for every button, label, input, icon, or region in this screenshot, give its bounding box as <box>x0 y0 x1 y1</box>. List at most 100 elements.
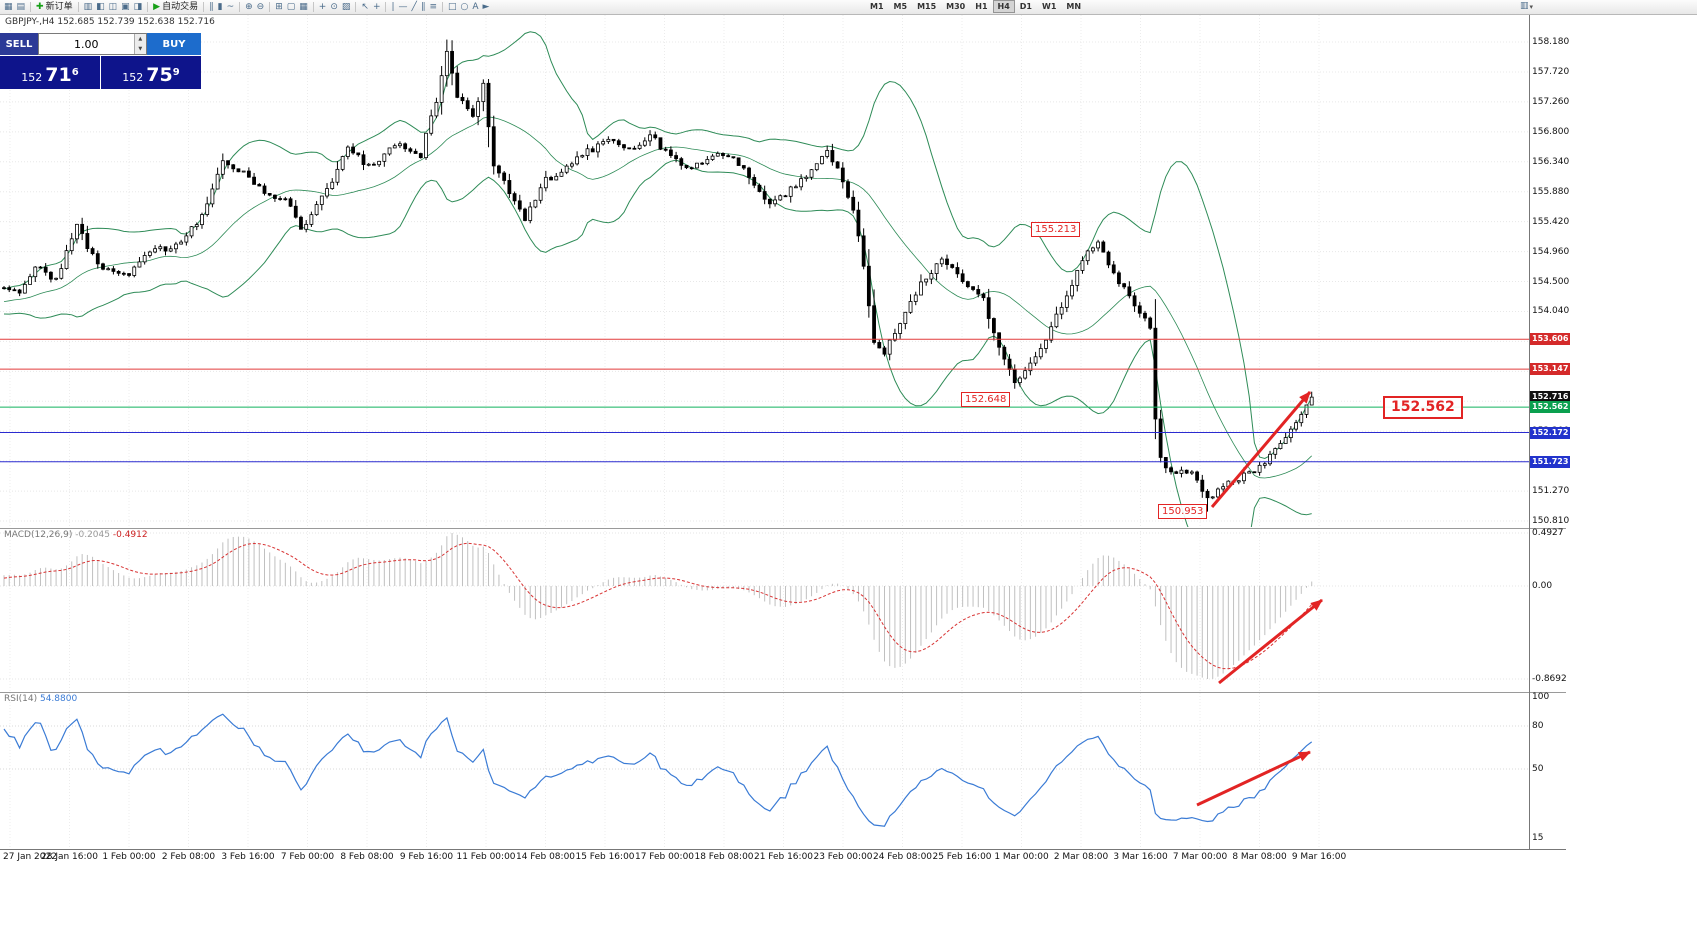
text-label-icon: A <box>472 1 479 12</box>
periods-icon[interactable]: ⊙ <box>328 1 340 14</box>
ask-price-display[interactable]: 152 75 9 <box>101 56 201 89</box>
chart-ohlc-header: GBPJPY-,H4 152.685 152.739 152.638 152.7… <box>5 17 215 27</box>
horizontal-line-icon[interactable]: — <box>397 1 410 14</box>
channel-icon[interactable]: ∥ <box>419 1 428 14</box>
timeframe-h1-button[interactable]: H1 <box>975 2 988 11</box>
new-order-button-label: 新订单 <box>45 1 73 12</box>
fibonacci-icon: ≡ <box>429 1 437 12</box>
new-chart-icon: ▦ <box>4 1 13 12</box>
dropdown-caret-icon: ▾ <box>1529 2 1534 11</box>
trend-arrow <box>1210 391 1312 508</box>
timeframe-m1-button[interactable]: M1 <box>870 2 884 11</box>
ellipse-icon: ○ <box>460 1 469 12</box>
periods-icon: ⊙ <box>330 1 338 12</box>
toolbar-separator <box>269 2 271 12</box>
lot-size-input[interactable] <box>39 34 134 54</box>
macd-main-value: -0.2045 <box>75 530 110 540</box>
strategy-tester-icon[interactable]: ◨ <box>132 1 145 14</box>
vertical-line-icon: | <box>391 1 395 12</box>
bid-prefix: 152 <box>21 71 43 84</box>
ask-main: 75 <box>146 64 173 86</box>
cursor-icon: ↖ <box>361 1 369 12</box>
shapes-icon: □ <box>448 1 457 12</box>
cascade-windows-icon: ▢ <box>286 1 296 12</box>
toolbar-separator <box>385 2 387 12</box>
templates-icon: ▨ <box>341 1 351 12</box>
candle-chart-type-icon[interactable]: ▮ <box>216 1 225 14</box>
toolbar-separator <box>30 2 32 12</box>
ellipse-icon[interactable]: ○ <box>459 1 471 14</box>
fibonacci-icon[interactable]: ≡ <box>427 1 439 14</box>
chart-shift-icon: ▥ <box>1520 1 1529 11</box>
sell-button[interactable]: SELL <box>0 33 38 55</box>
templates-icon[interactable]: ▨ <box>340 1 353 14</box>
autotrading-icon: ▶ <box>153 1 161 12</box>
new-chart-icon[interactable]: ▦ <box>2 1 15 14</box>
zoom-out-icon[interactable]: ⊖ <box>255 1 267 14</box>
timeframe-m15-button[interactable]: M15 <box>917 2 937 11</box>
trendline-icon[interactable]: ╱ <box>410 1 419 14</box>
timeframe-m5-button[interactable]: M5 <box>893 2 908 11</box>
chart-shift-button[interactable]: ▥ ▾ <box>1520 0 1533 13</box>
strategy-tester-icon: ◨ <box>133 1 143 12</box>
lot-size-box: ▲ ▼ <box>38 33 147 55</box>
trendline-icon: ╱ <box>411 1 417 12</box>
macd-signal-line <box>3 542 1313 670</box>
new-order-button[interactable]: ✚ 新订单 <box>34 1 75 14</box>
rsi-name: RSI(14) <box>4 694 38 704</box>
terminal-icon: ▣ <box>121 1 130 12</box>
macd-name: MACD(12,26,9) <box>4 530 73 540</box>
bid-price-display[interactable]: 152 71 6 <box>0 56 100 89</box>
lot-increase-button[interactable]: ▲ <box>134 34 146 44</box>
cursor-icon[interactable]: ↖ <box>359 1 371 14</box>
tile-windows-icon[interactable]: ⊞ <box>273 1 285 14</box>
timeframe-h4-button[interactable]: H4 <box>992 0 1015 13</box>
bid-pip: 6 <box>71 67 79 78</box>
line-chart-type-icon[interactable]: ~ <box>225 1 237 14</box>
zoom-out-icon: ⊖ <box>256 1 265 12</box>
terminal-icon[interactable]: ▣ <box>119 1 132 14</box>
channel-icon: ∥ <box>420 1 426 12</box>
navigator-icon[interactable]: ◫ <box>107 1 120 14</box>
vertical-line-icon[interactable]: | <box>389 1 396 14</box>
macd-histogram <box>3 533 1313 679</box>
market-watch-icon[interactable]: ▥ <box>82 1 95 14</box>
timeframe-d1-button[interactable]: D1 <box>1019 2 1032 11</box>
arrow-objects-icon[interactable]: ► <box>481 1 492 14</box>
toolbar-icons: ▦ ▤ ✚ 新订单 ▥ ◧ ◫ ▣ ◨ ▶ 自动交易 ∥ ▮ ~ ⊕ ⊖ ⊞ ▢ ▦ + ⊙ ▨ ↖ + | — ╱ ∥ ≡ □ ○ A ► <box>0 0 491 14</box>
one-click-trading-panel: SELL ▲ ▼ BUY 152 71 6 152 75 9 <box>0 33 201 89</box>
navigator-icon: ◫ <box>108 1 118 12</box>
buy-button[interactable]: BUY <box>147 33 201 55</box>
market-watch-icon: ▥ <box>83 1 93 12</box>
cascade-windows-icon[interactable]: ▢ <box>285 1 298 14</box>
timeframe-m30-button[interactable]: M30 <box>946 2 966 11</box>
auto-arrange-icon[interactable]: ▦ <box>297 1 310 14</box>
bid-main: 71 <box>45 64 72 86</box>
zoom-in-icon[interactable]: ⊕ <box>243 1 255 14</box>
trend-arrow <box>1196 750 1311 807</box>
timeframe-w1-button[interactable]: W1 <box>1042 2 1057 11</box>
toolbar: ▦ ▤ ✚ 新订单 ▥ ◧ ◫ ▣ ◨ ▶ 自动交易 ∥ ▮ ~ ⊕ ⊖ ⊞ ▢ ▦ + ⊙ ▨ ↖ + | — ╱ ∥ ≡ □ ○ A ► M… <box>0 0 1697 15</box>
rsi-line <box>3 713 1313 827</box>
tile-windows-icon: ⊞ <box>275 1 283 12</box>
profiles-icon: ▤ <box>16 1 26 12</box>
toolbar-separator <box>442 2 443 12</box>
indicators-icon[interactable]: + <box>317 1 329 14</box>
data-window-icon: ◧ <box>96 1 105 12</box>
toolbar-separator <box>77 2 79 12</box>
lot-decrease-button[interactable]: ▼ <box>134 44 146 54</box>
data-window-icon[interactable]: ◧ <box>94 1 107 14</box>
toolbar-separator <box>147 2 149 12</box>
toolbar-separator <box>239 2 241 12</box>
text-label-icon[interactable]: A <box>470 1 480 14</box>
macd-indicator-label: MACD(12,26,9) -0.2045 -0.4912 <box>4 530 148 540</box>
autotrading-button[interactable]: ▶ 自动交易 <box>151 1 200 14</box>
profiles-icon[interactable]: ▤ <box>15 1 28 14</box>
timeframe-mn-button[interactable]: MN <box>1066 2 1082 11</box>
trend-arrow <box>1218 598 1323 685</box>
crosshair-icon[interactable]: + <box>371 1 383 14</box>
bar-chart-type-icon[interactable]: ∥ <box>207 1 216 14</box>
shapes-icon[interactable]: □ <box>446 1 459 14</box>
